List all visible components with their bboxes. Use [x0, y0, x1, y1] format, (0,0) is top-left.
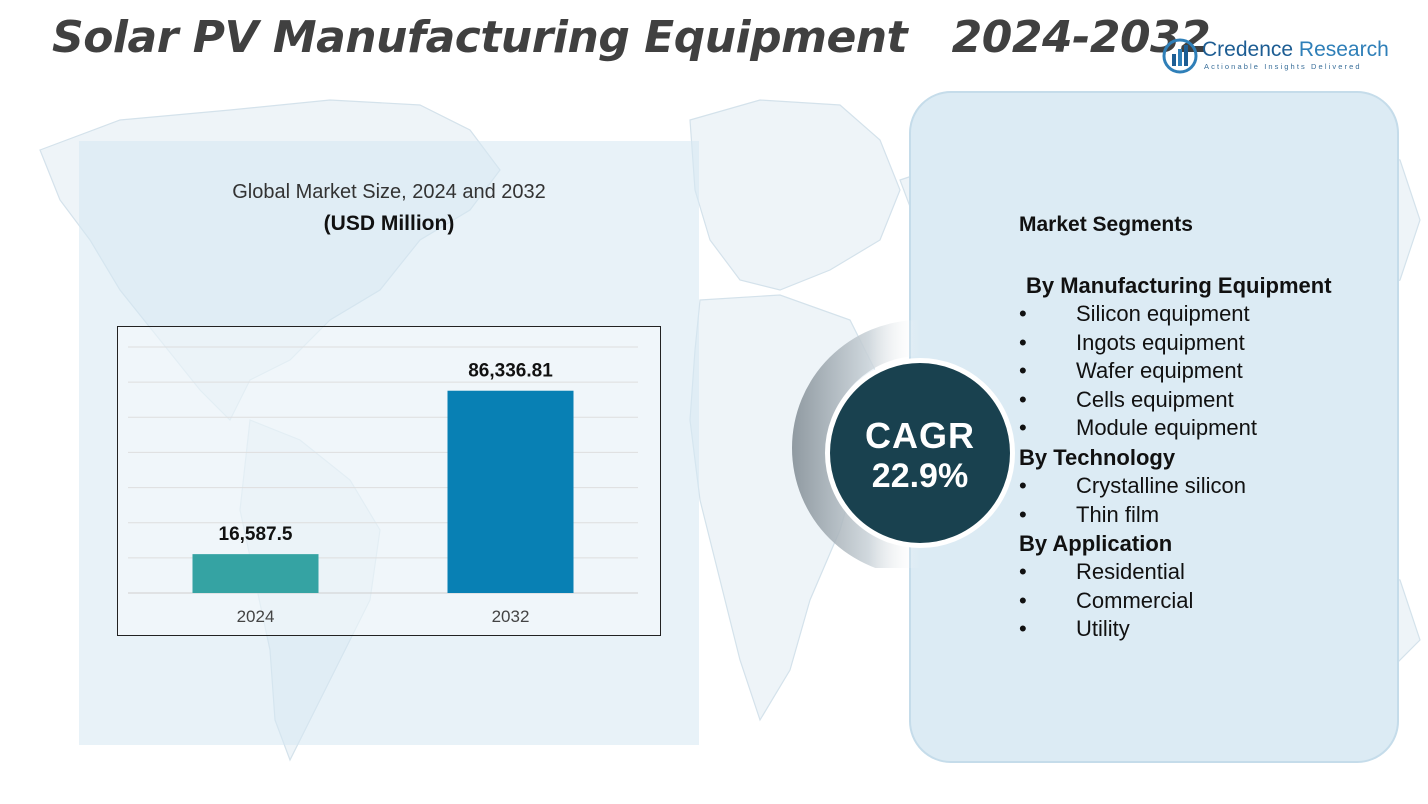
bar-2024	[192, 554, 319, 593]
logo-name: Credence Research	[1202, 38, 1389, 62]
bullet-icon: •	[1019, 415, 1027, 441]
segment-group-title: By Application	[1019, 531, 1173, 557]
bullet-icon: •	[1019, 301, 1027, 326]
cagr-label: CAGR	[865, 415, 975, 456]
bullet-icon: •	[1019, 358, 1027, 384]
bullet-icon: •	[1019, 559, 1027, 585]
logo-bars-icon	[1162, 38, 1198, 74]
logo-name-credence: Credence	[1202, 38, 1294, 61]
data-label-2024: 16,587.5	[219, 524, 293, 545]
cagr-ring-shadow	[792, 320, 920, 568]
cagr-value: 22.9%	[871, 457, 969, 495]
segment-item: • Thin film	[1019, 501, 1332, 530]
x-tick-label-2024: 2024	[237, 607, 275, 626]
bar-chart: 16,587.5 2024 86,336.81 2032	[117, 326, 661, 636]
segment-item: • Crystalline silicon	[1019, 472, 1332, 501]
segment-item: • Cells equipment	[1019, 386, 1332, 415]
page-title: Solar PV Manufacturing Equipment 2024-20…	[52, 12, 1211, 63]
cagr-badge: CAGR 22.9%	[770, 318, 1020, 568]
bullet-icon: •	[1019, 587, 1027, 613]
bar-chart-svg: 16,587.5 2024 86,336.81 2032	[128, 346, 638, 626]
chart-title: Global Market Size, 2024 and 2032	[232, 181, 546, 203]
segments-heading: Market Segments	[1019, 213, 1193, 236]
market-size-panel: Global Market Size, 2024 and 2032 (USD M…	[79, 141, 699, 745]
segment-item: • Residential	[1019, 558, 1332, 587]
segment-item: • Commercial	[1019, 587, 1332, 616]
segment-item: • Utility	[1019, 615, 1332, 644]
segment-item: • Silicon equipment	[1019, 300, 1332, 329]
data-label-2032: 86,336.81	[468, 361, 553, 382]
logo-tagline: Actionable Insights Delivered	[1204, 62, 1362, 71]
bullet-icon: •	[1019, 386, 1027, 412]
bullet-icon: •	[1019, 472, 1027, 498]
bullet-icon: •	[1019, 616, 1027, 642]
brand-logo: Credence Research Actionable Insights De…	[1162, 36, 1402, 76]
chart-unit: (USD Million)	[323, 212, 455, 235]
bullet-icon: •	[1019, 501, 1027, 527]
segment-item: • Ingots equipment	[1019, 329, 1332, 358]
segment-item: • Module equipment	[1019, 414, 1332, 443]
x-tick-label-2032: 2032	[492, 607, 530, 626]
bullet-icon: •	[1019, 329, 1027, 355]
segment-group-title: By Manufacturing Equipment	[1026, 273, 1332, 298]
segment-item: • Wafer equipment	[1019, 357, 1332, 386]
segment-group-title: By Technology	[1019, 444, 1176, 470]
logo-name-research: Research	[1293, 38, 1389, 61]
market-segments: Market Segments By Manufacturing Equipme…	[1019, 213, 1332, 644]
bar-2032	[447, 390, 574, 593]
cagr-circle: CAGR 22.9%	[825, 358, 1015, 548]
